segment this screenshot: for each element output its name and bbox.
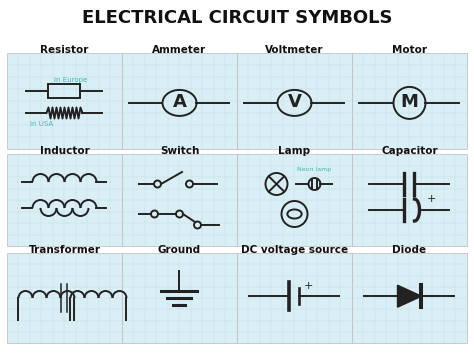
Text: Voltmeter: Voltmeter [265, 45, 324, 55]
Text: V: V [288, 93, 301, 111]
Text: in USA: in USA [30, 121, 54, 127]
Bar [237, 253, 352, 343]
Bar [7, 253, 122, 343]
Bar [48, 84, 81, 98]
Polygon shape [398, 285, 421, 307]
Text: Inductor: Inductor [40, 146, 90, 156]
Text: +: + [304, 281, 313, 291]
Text: Diode: Diode [392, 245, 427, 255]
Bar [237, 154, 352, 246]
Bar [122, 53, 237, 149]
Bar [7, 154, 122, 246]
Text: Lamp: Lamp [278, 146, 310, 156]
Text: Resistor: Resistor [40, 45, 89, 55]
Text: in Europe: in Europe [54, 77, 87, 83]
Text: DC voltage source: DC voltage source [241, 245, 348, 255]
Text: Transformer: Transformer [28, 245, 100, 255]
Text: M: M [401, 93, 419, 111]
Text: Capacitor: Capacitor [381, 146, 438, 156]
Text: Ammeter: Ammeter [153, 45, 207, 55]
Bar [352, 253, 467, 343]
Bar [122, 253, 237, 343]
Bar [237, 53, 352, 149]
Bar [352, 53, 467, 149]
Text: Motor: Motor [392, 45, 427, 55]
Text: ELECTRICAL CIRCUIT SYMBOLS: ELECTRICAL CIRCUIT SYMBOLS [82, 9, 392, 27]
Text: Neon lamp: Neon lamp [297, 167, 332, 172]
Text: Ground: Ground [158, 245, 201, 255]
Text: A: A [173, 93, 186, 111]
Bar [352, 154, 467, 246]
Bar [7, 53, 122, 149]
Text: Switch: Switch [160, 146, 199, 156]
Bar [122, 154, 237, 246]
Text: +: + [427, 194, 436, 204]
